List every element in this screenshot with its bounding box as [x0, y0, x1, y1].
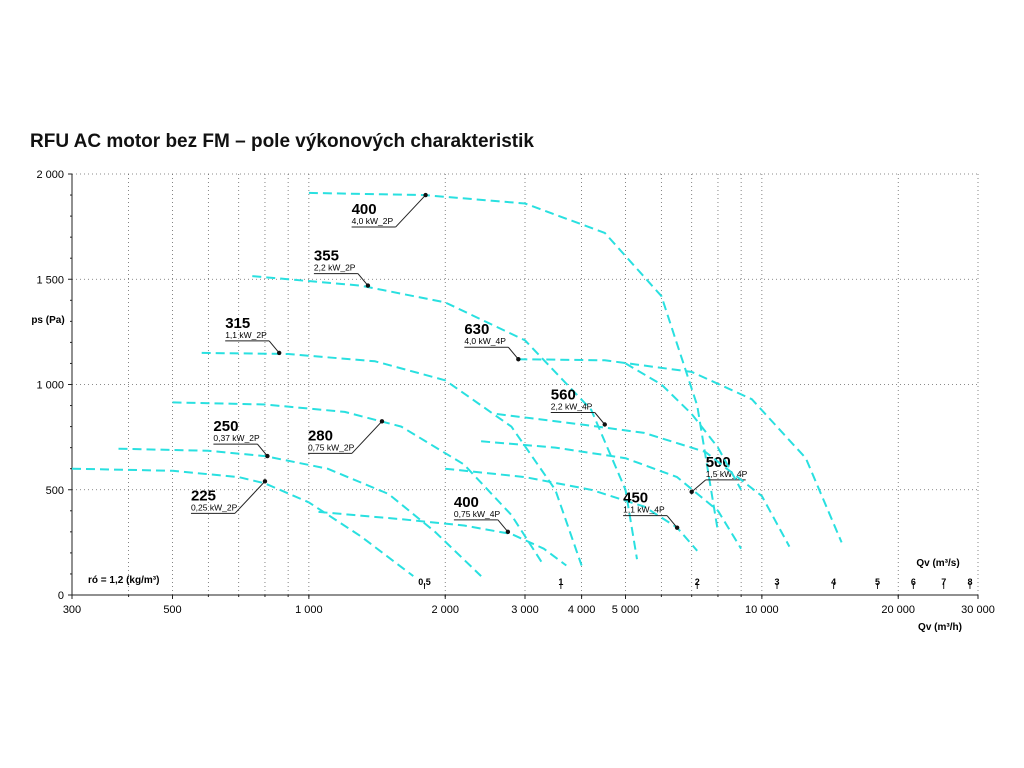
- series-line-560-9: [496, 413, 791, 548]
- series-motor-label: 1,1 kW_2P: [225, 330, 267, 340]
- secondary-tick-label: 2: [695, 577, 700, 587]
- series-marker: [516, 357, 521, 362]
- label-leader: [497, 519, 509, 533]
- series-line-250-1: [118, 447, 482, 577]
- series-motor-label: 4,0 kW_2P: [352, 216, 394, 226]
- density-note: ró = 1,2 (kg/m³): [88, 575, 159, 586]
- series-line-280-2: [172, 401, 545, 567]
- y-tick-label: 0: [58, 590, 64, 602]
- secondary-tick-label: 3: [774, 577, 779, 587]
- series-motor-label: 4,0 kW_4P: [464, 336, 506, 346]
- x-tick-label: 2 000: [431, 604, 459, 616]
- x-tick-label: 30 000: [961, 604, 995, 616]
- series-motor-label: 0,37 kW_2P: [213, 433, 260, 443]
- series-line-225-0: [71, 467, 414, 577]
- series-marker: [276, 350, 282, 356]
- label-leader: [268, 340, 280, 354]
- label-leader: [594, 412, 606, 425]
- label-leader: [257, 443, 268, 457]
- series-marker: [379, 419, 385, 424]
- series-marker: [262, 479, 268, 484]
- secondary-tick-label: 1: [558, 577, 563, 587]
- secondary-tick-label: 5: [875, 577, 880, 587]
- series-marker: [423, 192, 428, 198]
- y-axis-title: ps (Pa): [31, 315, 64, 326]
- x-tick-label: 500: [163, 604, 181, 616]
- label-leader: [666, 515, 678, 528]
- y-tick-label: 500: [46, 485, 64, 497]
- series-size-label: 560: [551, 386, 576, 403]
- series-motor-label: 2,2 kW_4P: [551, 401, 593, 411]
- series-line-400-6: [318, 510, 567, 567]
- series-size-label: 355: [314, 248, 339, 265]
- series-motor-label: 0,25 kW_2P: [191, 502, 238, 512]
- secondary-tick-label: 6: [911, 577, 916, 587]
- x-axis-title: Qv (m³/h): [918, 622, 962, 633]
- series-motor-label: 0,75 kW_2P: [308, 442, 355, 452]
- x-tick-label: 10 000: [745, 604, 779, 616]
- series-motor-label: 1,1 kW_4P: [623, 505, 665, 515]
- series-size-label: 450: [623, 490, 648, 507]
- series-line-400-5: [308, 191, 719, 533]
- secondary-tick-label: 0,5: [418, 577, 431, 587]
- series-line-extra-11: [624, 362, 742, 491]
- label-leader: [357, 273, 369, 286]
- chart-title: RFU AC motor bez FM – pole výkonových ch…: [30, 131, 534, 152]
- series-line-630-10: [518, 358, 843, 543]
- series-marker: [674, 525, 680, 530]
- secondary-tick-label: 4: [831, 577, 836, 587]
- series-marker: [689, 489, 694, 495]
- y-tick-label: 1 500: [36, 274, 64, 286]
- series-size-label: 400: [454, 494, 479, 511]
- series-size-label: 630: [464, 321, 489, 338]
- label-leader: [234, 480, 266, 514]
- series-size-label: 225: [191, 487, 216, 504]
- series-motor-label: 1,5 kW_4P: [706, 469, 748, 479]
- series-line-500-8: [481, 440, 742, 550]
- secondary-axis-title: Qv (m³/s): [916, 558, 959, 569]
- series-size-label: 400: [352, 201, 377, 218]
- label-leader: [691, 479, 707, 493]
- secondary-tick-label: 7: [941, 577, 946, 587]
- series-marker: [505, 529, 511, 535]
- label-leader: [351, 420, 383, 454]
- x-tick-label: 5 000: [612, 604, 640, 616]
- series-size-label: 250: [213, 418, 238, 435]
- series-size-label: 315: [225, 315, 250, 332]
- series-motor-label: 2,2 kW_2P: [314, 263, 356, 273]
- series-marker: [602, 422, 607, 427]
- series-line-450-7: [445, 467, 698, 552]
- y-tick-label: 1 000: [36, 380, 64, 392]
- series-marker: [365, 283, 371, 288]
- series-marker: [265, 453, 270, 459]
- label-leader: [507, 346, 519, 360]
- series-size-label: 280: [308, 427, 333, 444]
- y-tick-label: 2 000: [36, 169, 64, 181]
- label-leader: [395, 194, 426, 228]
- x-tick-label: 3 000: [511, 604, 539, 616]
- x-tick-label: 20 000: [881, 604, 915, 616]
- x-tick-label: 4 000: [568, 604, 596, 616]
- series-motor-label: 0,75 kW_4P: [454, 509, 501, 519]
- series-line-315-3: [201, 351, 583, 566]
- series-line-355-4: [252, 275, 638, 560]
- secondary-tick-label: 8: [967, 577, 972, 587]
- x-tick-label: 300: [63, 604, 81, 616]
- x-tick-label: 1 000: [295, 604, 323, 616]
